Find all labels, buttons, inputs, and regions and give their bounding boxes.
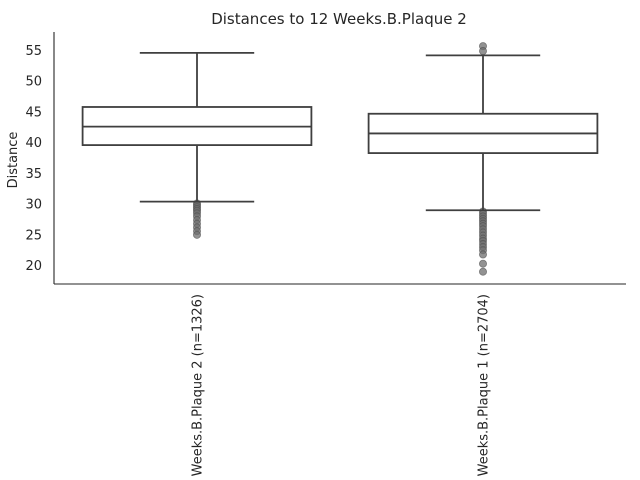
plot-area: [81, 42, 599, 276]
outlier-point: [478, 250, 487, 259]
y-tick-label: 45: [25, 105, 42, 120]
x-tick-label: 12 Weeks.B.Plaque 2 (n=1326): [191, 294, 206, 480]
y-tick-label: 30: [25, 198, 42, 213]
box-group: [81, 51, 313, 239]
x-tick-label: 12 Weeks.B.Plaque 1 (n=2704): [477, 294, 492, 480]
y-axis: 20 25 30 35 40 45 50 55: [25, 32, 55, 284]
y-tick-label: 20: [25, 259, 42, 274]
y-tick-label: 40: [25, 136, 42, 151]
y-axis-label: Distance: [6, 132, 21, 189]
outlier-point: [192, 230, 201, 239]
y-tick-label: 25: [25, 228, 42, 243]
chart-title: Distances to 12 Weeks.B.Plaque 2: [211, 10, 467, 28]
y-tick-label: 35: [25, 167, 42, 182]
y-tick-label: 50: [25, 75, 42, 90]
x-axis: 12 Weeks.B.Plaque 2 (n=1326) 12 Weeks.B.P…: [54, 283, 626, 480]
outlier-point: [478, 47, 487, 56]
box-group: [367, 42, 599, 276]
outlier-point: [478, 259, 487, 268]
outlier-point: [478, 267, 487, 276]
y-tick-label: 55: [25, 44, 42, 59]
